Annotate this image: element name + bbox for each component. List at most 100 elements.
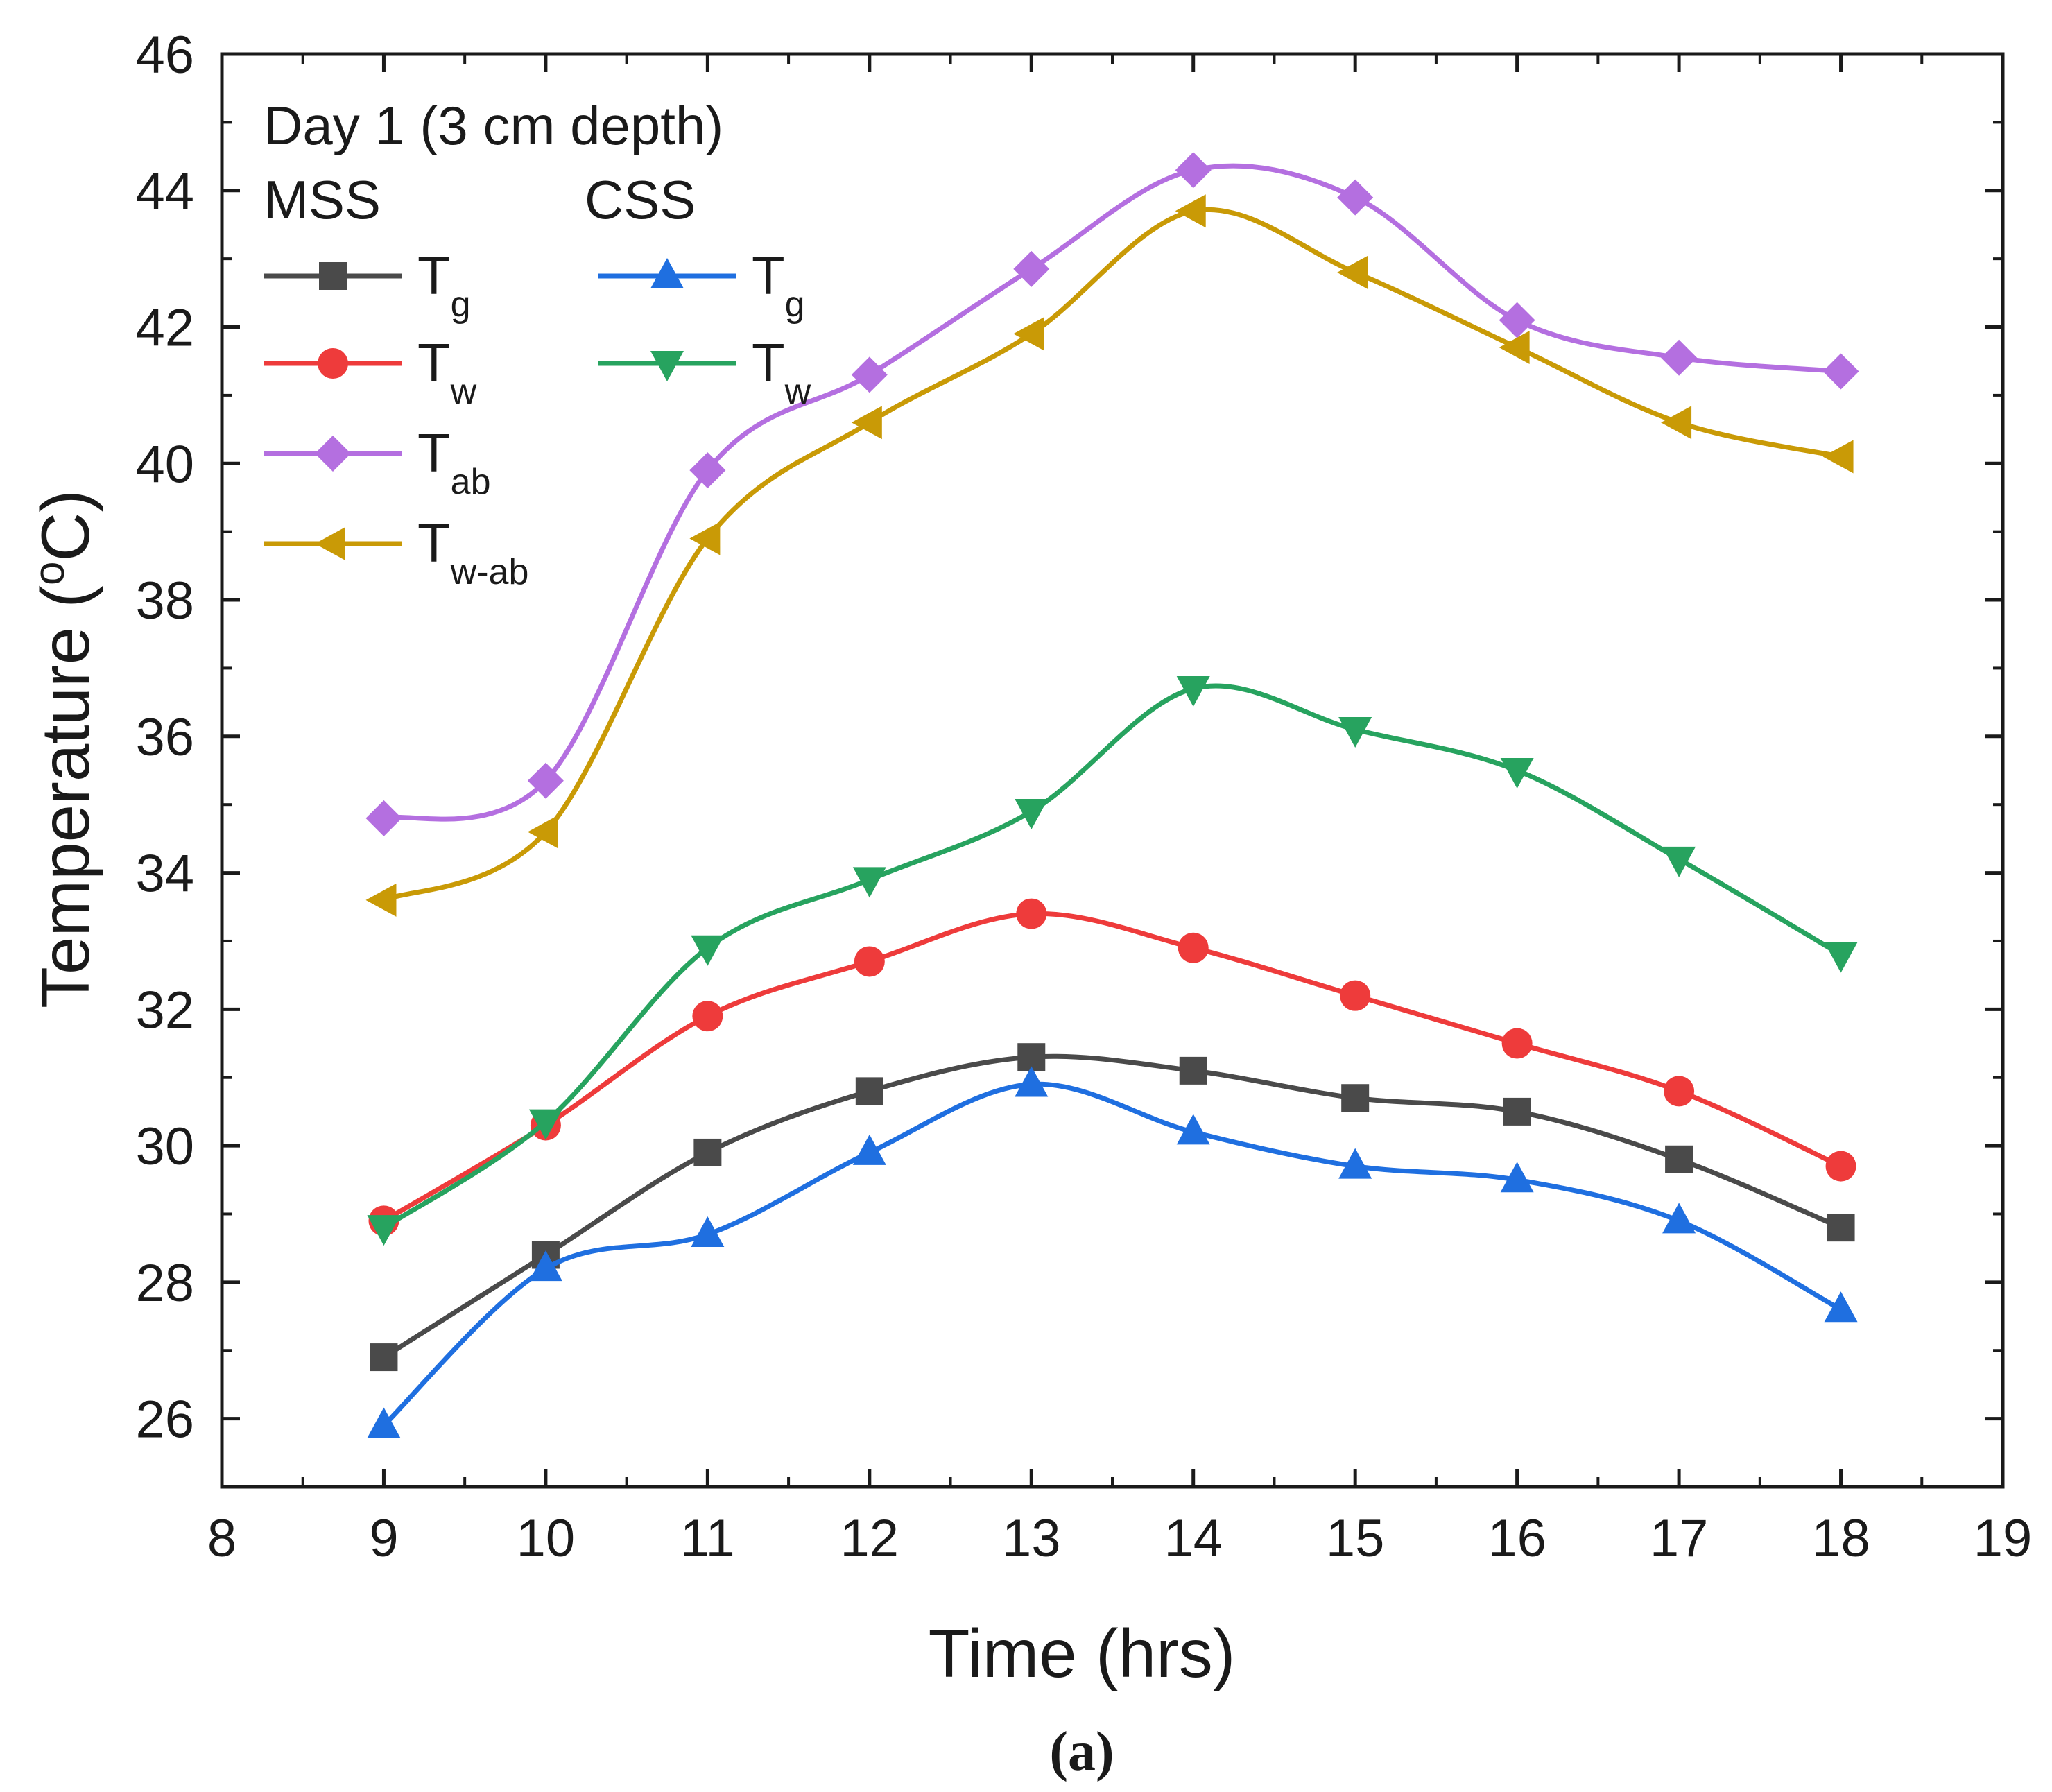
y-tick-label: 30 (135, 1117, 194, 1176)
data-point (1340, 980, 1371, 1011)
legend-label: Tg (752, 245, 805, 325)
series-css-g (367, 1066, 1858, 1438)
x-tick-label: 13 (1002, 1509, 1061, 1568)
data-point (1337, 255, 1368, 289)
data-point (1824, 942, 1858, 973)
series-mss-w-ab (365, 194, 1854, 917)
series-line (381, 683, 1844, 1230)
data-point (1665, 1145, 1693, 1173)
series-group (365, 152, 1859, 1438)
x-tick-label: 19 (1974, 1509, 2033, 1568)
data-point (1661, 339, 1698, 376)
data-point (1662, 846, 1696, 877)
data-point (1341, 1084, 1370, 1112)
data-point (693, 1138, 722, 1166)
data-point (528, 1250, 562, 1282)
y-axis-title: Temperature (oC) (26, 490, 103, 1008)
data-point (851, 406, 882, 440)
data-point (1178, 932, 1209, 963)
x-tick-label: 8 (207, 1509, 236, 1568)
data-point (1337, 179, 1374, 216)
data-point (854, 946, 885, 977)
y-tick-label: 46 (135, 26, 194, 85)
data-point (1501, 1028, 1533, 1059)
data-point (365, 800, 402, 836)
data-point (1500, 1162, 1534, 1193)
y-tick-label: 44 (135, 162, 194, 221)
legend-label: Tw-ab (417, 512, 528, 592)
legend-marker (650, 351, 684, 381)
legend-label: Tw (417, 332, 477, 412)
legend-marker (319, 262, 347, 290)
data-point (1827, 1214, 1855, 1242)
data-point (1664, 1076, 1695, 1107)
series-css-w (367, 675, 1858, 1246)
data-point (1179, 1056, 1207, 1085)
y-tick-label: 36 (135, 708, 194, 767)
data-point (1500, 758, 1534, 789)
x-axis-title: Time (hrs) (929, 1615, 1236, 1691)
data-point (1499, 302, 1535, 338)
data-point (1015, 799, 1049, 830)
data-point (1822, 440, 1854, 474)
y-tick-label: 32 (135, 981, 194, 1040)
data-point (691, 1216, 725, 1247)
x-tick-label: 18 (1811, 1509, 1870, 1568)
data-point (1016, 898, 1047, 929)
data-point (367, 1215, 401, 1246)
data-point (1013, 317, 1044, 351)
x-tick-label: 9 (369, 1509, 398, 1568)
data-point (1661, 406, 1692, 440)
data-point (1338, 1148, 1372, 1179)
data-point (1175, 152, 1212, 189)
series-mss-g (370, 1043, 1855, 1372)
data-point (1499, 331, 1530, 365)
legend-entry-css-g: Tg (598, 245, 805, 325)
data-point (1503, 1097, 1531, 1126)
data-point (1822, 353, 1859, 390)
series-line (381, 1053, 1844, 1360)
y-tick-label: 34 (135, 845, 194, 904)
data-point (851, 356, 888, 393)
data-point (1662, 1203, 1696, 1234)
legend-label: Tab (417, 422, 491, 502)
data-point (1176, 1114, 1210, 1145)
legend-entry-mss-w: Tw (264, 332, 477, 412)
series-line (381, 911, 1844, 1223)
series-mss-w (368, 898, 1856, 1237)
x-tick-label: 15 (1326, 1509, 1385, 1568)
legend-entry-css-w: Tw (598, 332, 811, 412)
data-point (365, 883, 397, 917)
data-point (689, 522, 721, 555)
x-tick-label: 11 (680, 1509, 735, 1568)
data-point (367, 1407, 401, 1438)
data-point (528, 1109, 562, 1140)
x-tick-label: 16 (1488, 1509, 1546, 1568)
data-point (1017, 1043, 1046, 1071)
figure-caption: (a) (1049, 1721, 1114, 1782)
data-point (1824, 1291, 1858, 1323)
legend-marker (650, 258, 684, 288)
data-point (852, 867, 886, 898)
series-line (381, 163, 1844, 822)
legend-entry-mss-ab: Tab (264, 422, 491, 502)
data-point (1176, 675, 1210, 707)
chart-annotation: Day 1 (3 cm depth) (264, 95, 723, 156)
data-point (1013, 250, 1050, 287)
data-point (1175, 194, 1206, 228)
x-tick-label: 14 (1164, 1509, 1223, 1568)
y-tick-label: 42 (135, 299, 194, 358)
legend-group-css: CSS (585, 169, 696, 230)
series-line (381, 207, 1844, 903)
legend-label: Tg (417, 245, 471, 325)
legend-entry-mss-g: Tg (264, 245, 471, 325)
legend-marker (315, 527, 345, 560)
y-tick-label: 38 (135, 571, 194, 630)
data-point (370, 1343, 398, 1372)
data-point (527, 815, 558, 849)
legend-marker (318, 348, 348, 379)
data-point (1338, 716, 1372, 748)
data-point (527, 762, 564, 799)
